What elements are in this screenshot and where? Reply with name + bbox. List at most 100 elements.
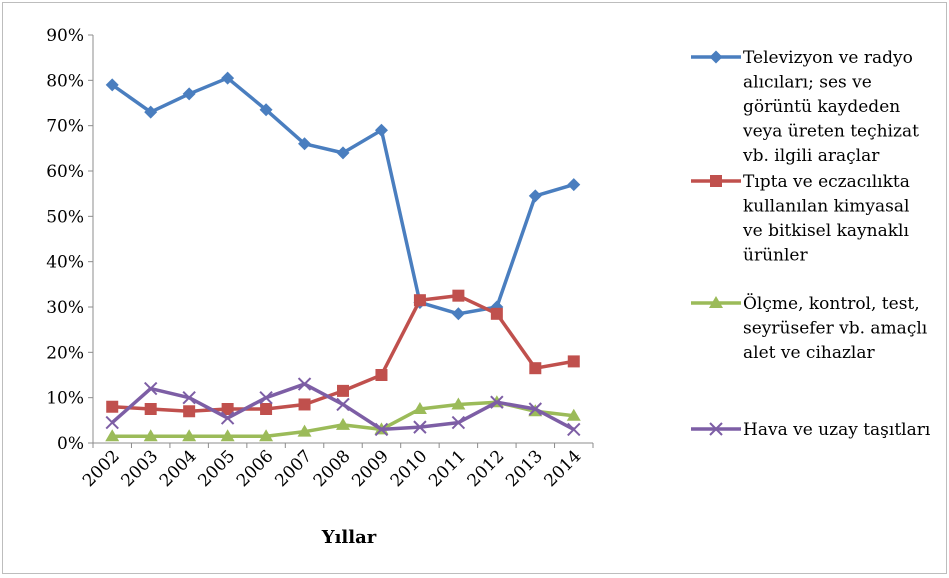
square-marker [221,403,234,415]
series-line [111,76,575,316]
triangle-marker [220,429,235,442]
triangle-marker [336,417,350,430]
triangle-marker [182,429,197,442]
legend-label: ürünler [743,246,808,266]
x-axis-ticks: 2002200320042005200620072008200920102011… [79,443,594,491]
square-marker [567,355,580,368]
x-marker-stroke [451,415,466,430]
series-1 [105,71,581,321]
diamond-marker [105,78,119,92]
diamond-marker [259,103,273,117]
legend: Televizyon ve radyo alıcıları; ses ve görü… [691,48,931,440]
triangle-marker [143,429,158,442]
legend-label: Hava ve uzay taşıtları [743,420,931,440]
legend-entry-1: Televizyon ve radyo alıcıları; ses ve görü… [691,48,919,166]
y-tick-label: 30% [46,298,84,318]
diamond-marker [709,50,723,64]
legend-label: vb. ilgili araçlar [742,146,880,166]
x-marker-stroke [297,377,312,391]
y-tick-label: 10% [46,389,84,409]
x-marker-stroke [528,402,543,416]
series-4 [105,377,581,437]
x-tick-label: 2011 [425,446,470,491]
legend-label: görüntü kaydeden [743,97,900,117]
square-marker [183,405,196,418]
legend-entry-3: Ölçme, kontrol, test, seyrüsefer vb. amaç… [691,293,928,363]
x-tick-label: 2005 [194,446,239,491]
x-marker-stroke [105,415,119,430]
x-marker [220,411,235,425]
y-tick-label: 90% [46,26,84,46]
square-marker [144,403,157,415]
legend-label: kullanılan kimyasal [743,197,909,217]
legend-label: veya üreten teçhizat [742,122,919,142]
x-marker [709,422,723,436]
square-marker [413,294,426,307]
x-marker [374,422,389,437]
diamond-marker [528,189,542,203]
legend-label: Televizyon ve radyo [743,48,913,68]
x-marker-stroke [336,397,350,412]
x-tick-label: 2008 [310,446,355,491]
x-marker-stroke [567,422,581,437]
axes [92,35,593,444]
diamond-marker [144,105,158,119]
diamond-marker [298,137,312,151]
x-marker-stroke [182,390,196,405]
legend-label: alıcıları; ses ve [743,73,872,93]
y-tick-label: 80% [46,71,84,91]
legend-label: alet ve cihazlar [743,343,876,363]
x-marker-stroke [413,420,427,434]
x-marker [336,397,350,412]
square-marker [375,369,388,381]
y-tick-label: 0% [57,434,84,454]
x-tick-label: 2014 [541,446,586,491]
diamond-marker [336,146,350,160]
x-tick-label: 2009 [348,446,393,491]
x-marker-stroke [374,422,389,437]
square-marker [106,400,119,413]
x-marker [297,377,312,391]
x-marker [567,422,581,437]
diamond-marker [374,123,388,137]
legend-label: Ölçme, kontrol, test, [743,293,920,314]
triangle-marker [412,402,427,414]
y-tick-label: 60% [46,162,84,182]
square-marker [337,384,349,397]
y-tick-label: 40% [46,253,84,273]
diamond-marker [221,71,235,85]
x-tick-label: 2002 [79,446,124,491]
x-marker-stroke [490,395,504,409]
triangle-marker [259,429,274,442]
diamond-marker [451,307,465,321]
triangle-marker [451,397,466,410]
line-chart: 0%10%20%30%40%50%60%70%80%90% 2002200320… [46,26,931,548]
x-tick-label: 2007 [271,446,316,491]
triangle-marker [709,296,723,308]
legend-entry-4: Hava ve uzay taşıtları [691,420,931,440]
x-marker [451,415,466,430]
x-tick-label: 2006 [233,446,278,491]
square-marker [260,403,273,415]
square-marker [298,398,311,411]
x-tick-label: 2010 [387,446,432,491]
diamond-marker [567,178,581,192]
x-marker [259,390,273,405]
x-marker [182,390,196,405]
legend-label: seyrüsefer vb. amaçlı [743,319,928,339]
y-tick-label: 50% [46,207,84,227]
x-tick-label: 2003 [117,446,162,491]
x-axis-label: Yıllar [321,527,377,548]
legend-entry-2: Tıpta ve eczacılıkta kullanılan kimyasal v… [691,172,910,266]
series-2 [106,289,580,418]
x-marker-stroke [143,381,158,396]
x-tick-label: 2012 [464,446,509,491]
x-marker [490,395,504,409]
x-marker-stroke [709,422,723,436]
x-marker [413,420,427,434]
x-marker [528,402,543,416]
triangle-marker [566,408,581,421]
x-tick-label: 2004 [156,446,201,491]
x-marker-stroke [220,411,235,425]
